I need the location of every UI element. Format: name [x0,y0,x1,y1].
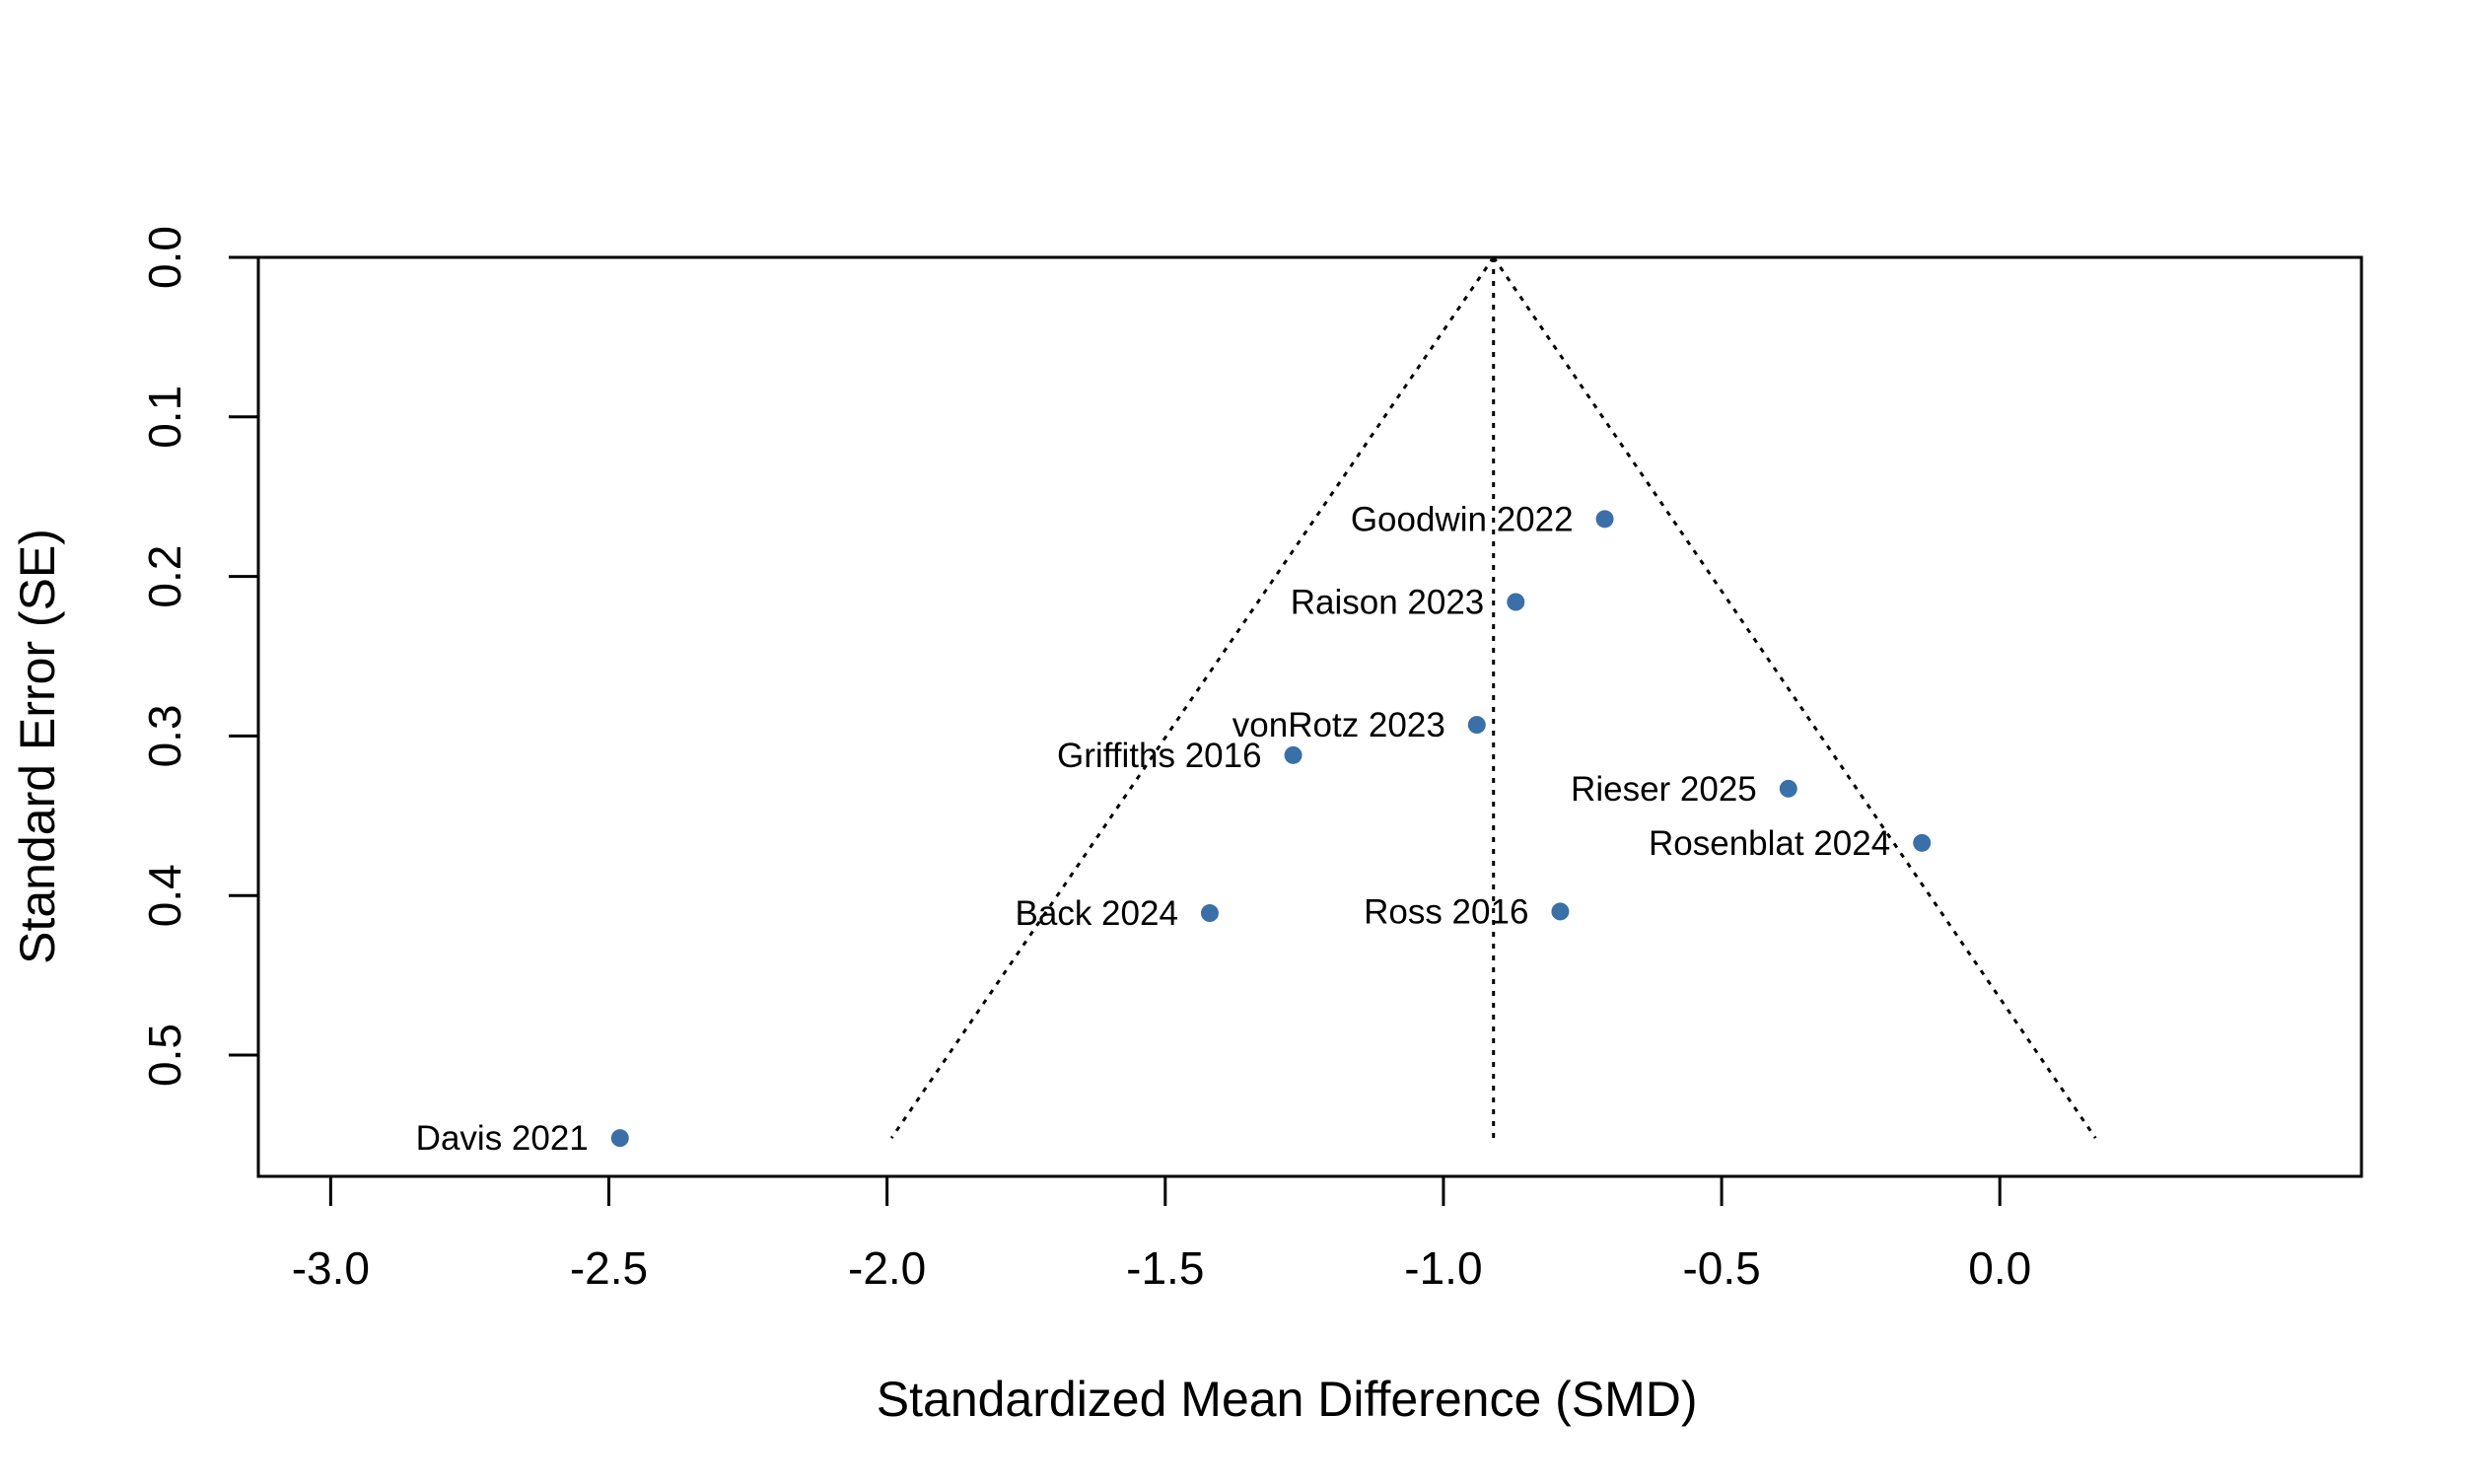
data-points: Goodwin 2022 Raison 2023 vonRotz 2023Griff… [416,500,1932,1158]
study-point: Ross 2016 [1364,892,1570,931]
study-point-label: Davis 2021 [416,1119,589,1158]
study-point: Davis 2021 [416,1119,629,1158]
study-point: Rieser 2025 [1571,770,1797,809]
y-axis-title: Standard Error (SE) [10,529,65,964]
funnel-left-line [889,256,1495,1140]
study-point: Griffiths 2016 [1057,737,1303,775]
x-tick-label: -2.0 [848,1242,926,1294]
study-point: Rosenblat 2024 [1649,824,1932,863]
study-point-label: vonRotz 2023 [1232,706,1445,744]
study-point: Back 2024 [1016,894,1219,933]
x-tick-label: -2.5 [570,1242,648,1294]
study-point-label: Goodwin 2022 [1351,500,1574,538]
x-axis: -3.0 -2.5 -2.0 -1.5 -1.0 -0.5 0.0 [292,1174,2031,1294]
x-axis-title: Standardized Mean Difference (SMD) [877,1372,1698,1427]
study-point-label: Rosenblat 2024 [1649,824,1890,863]
study-point-marker [610,1129,629,1148]
study-point-label: Rieser 2025 [1571,770,1757,809]
x-tick-label: -0.5 [1682,1242,1760,1294]
y-tick-label: 0.1 [139,386,190,449]
study-point-marker [1284,745,1303,764]
study-point-label: Raison 2023 [1291,584,1485,622]
study-point-label: Back 2024 [1016,894,1178,933]
study-point-marker [1913,833,1932,852]
y-tick-label: 0.0 [139,226,190,289]
funnel-right-line [1492,256,2097,1140]
study-point-marker [1467,716,1486,735]
x-tick-label: -1.5 [1126,1242,1204,1294]
x-tick-label: -3.0 [292,1242,370,1294]
y-tick-label: 0.5 [139,1024,190,1087]
x-tick-label: 0.0 [1968,1242,2031,1294]
study-point-marker [1507,593,1525,611]
y-tick-label: 0.2 [139,545,190,608]
study-point: Raison 2023 [1291,584,1525,622]
y-tick-label: 0.3 [139,704,190,767]
x-tick-label: -1.0 [1404,1242,1482,1294]
funnel-lines [889,256,2097,1140]
study-point-marker [1779,779,1797,798]
study-point: vonRotz 2023 [1232,706,1486,744]
y-axis: 0.0 0.1 0.2 0.3 0.4 0.5 [139,226,260,1087]
study-point-marker [1595,510,1614,529]
study-point-marker [1551,902,1570,921]
y-tick-label: 0.4 [139,864,190,927]
study-point-label: Ross 2016 [1364,892,1528,931]
study-point: Goodwin 2022 [1351,500,1614,538]
study-point-label: Griffiths 2016 [1057,737,1262,775]
study-point-marker [1200,904,1219,923]
